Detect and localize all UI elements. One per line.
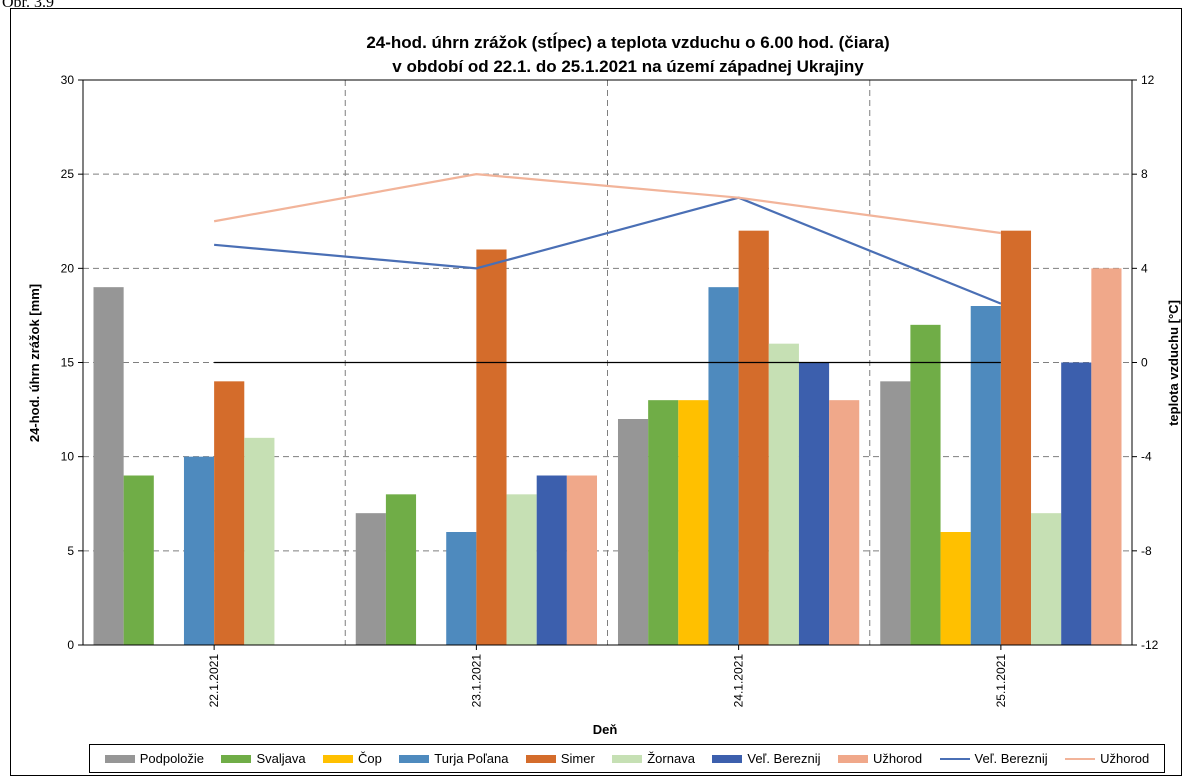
legend-label: Čop [358,751,382,766]
legend-bar-swatch [104,754,135,763]
x-tick-label: 22.1.2021 [207,654,221,708]
legend-label: Žornava [647,751,695,766]
y-tick-label: 5 [67,544,74,558]
bar [446,532,477,645]
bar [738,230,769,645]
legend-item: Užhorod [1065,751,1149,766]
legend-label: Užhorod [872,751,923,766]
bar [1000,230,1032,645]
legend-label: Svaljava [256,751,306,766]
chart-title-line-2: v období od 22.1. do 25.1.2021 na území … [392,57,864,76]
bar [798,362,830,645]
legend-item: Užhorod [837,751,923,766]
legend-bar-swatch [712,754,743,763]
bar [536,475,567,645]
legend-bar-swatch [221,754,252,763]
bar [829,400,860,645]
temperature-line [213,173,1002,235]
y2-tick-label: 8 [1141,167,1148,181]
legend-label: Užhorod [1100,751,1150,766]
legend-item: Čop [323,751,382,766]
bar [970,306,1001,645]
legend-bar-swatch [399,754,430,763]
x-tick-label: 24.1.2021 [732,654,746,708]
bar [1091,268,1122,645]
y2-tick-label: -8 [1141,544,1152,558]
y2-tick-label: 12 [1141,73,1155,87]
bar [678,400,709,645]
legend-label: Simer [560,751,595,766]
legend-item: Podpoložie [104,751,205,766]
bar [244,437,275,645]
legend-line-swatch [1065,757,1096,760]
legend-label: Turja Poľana [434,751,509,766]
x-axis-label: Deň [593,722,618,737]
y-tick-label: 0 [67,638,74,652]
temperature-line [214,196,1002,305]
bar [123,475,154,645]
legend: Podpoložie Svaljava Čop Turja Poľana Simer Žo… [89,744,1165,773]
bar [355,513,386,645]
y2-tick-label: -4 [1141,450,1152,464]
bar [1061,362,1092,645]
lines-layer [213,173,1002,364]
legend-bar-swatch [837,754,868,763]
bar [768,343,799,645]
bar [1031,513,1062,645]
legend-item: Veľ. Bereznij [939,751,1048,766]
bars-layer [93,230,1122,645]
y2-tick-label: 4 [1141,261,1148,275]
y2-tick-label: -12 [1141,638,1159,652]
bar [617,419,649,645]
legend-bar-swatch [323,754,354,763]
legend-item: Žornava [612,751,695,766]
bar [708,287,739,645]
legend-line-swatch [939,757,970,760]
bar [506,494,537,645]
bar [93,287,124,645]
axis-layer: 0 5 10 15 20 25 30 -12 -8 -4 0 4 8 12 22.1.2021 23.1.20… [61,73,1159,707]
bar [940,532,971,645]
y-tick-label: 30 [61,73,75,87]
legend-label: Veľ. Bereznij [974,751,1048,766]
figure-label: Obr. 3.9 [2,0,54,11]
y2-axis-label: teplota vzduchu [°C] [1166,300,1181,426]
bar [566,475,598,645]
x-tick-label: 23.1.2021 [469,654,483,708]
bar [910,324,941,645]
bar [183,456,215,645]
y2-tick-label: 0 [1141,356,1148,370]
legend-label: Veľ. Bereznij [747,751,821,766]
bar [648,400,679,645]
bar [476,249,507,645]
legend-item: Svaljava [221,751,306,766]
legend-label: Podpoložie [139,751,205,766]
y-tick-label: 15 [61,356,75,370]
legend-item: Turja Poľana [399,751,508,766]
y-tick-label: 20 [61,261,75,275]
chart-title-line-1: 24-hod. úhrn zrážok (stĺpec) a teplota v… [366,32,889,52]
legend-bar-swatch [525,754,556,763]
bar [880,381,911,645]
bar [385,494,417,645]
legend-item: Veľ. Bereznij [712,751,821,766]
legend-bar-swatch [612,754,643,763]
y-axis-label: 24-hod. úhrn zrážok [mm] [27,284,42,442]
bar [214,381,245,645]
x-tick-label: 25.1.2021 [994,654,1008,708]
y-tick-label: 10 [61,450,75,464]
legend-item: Simer [525,751,595,766]
y-tick-label: 25 [61,167,75,181]
